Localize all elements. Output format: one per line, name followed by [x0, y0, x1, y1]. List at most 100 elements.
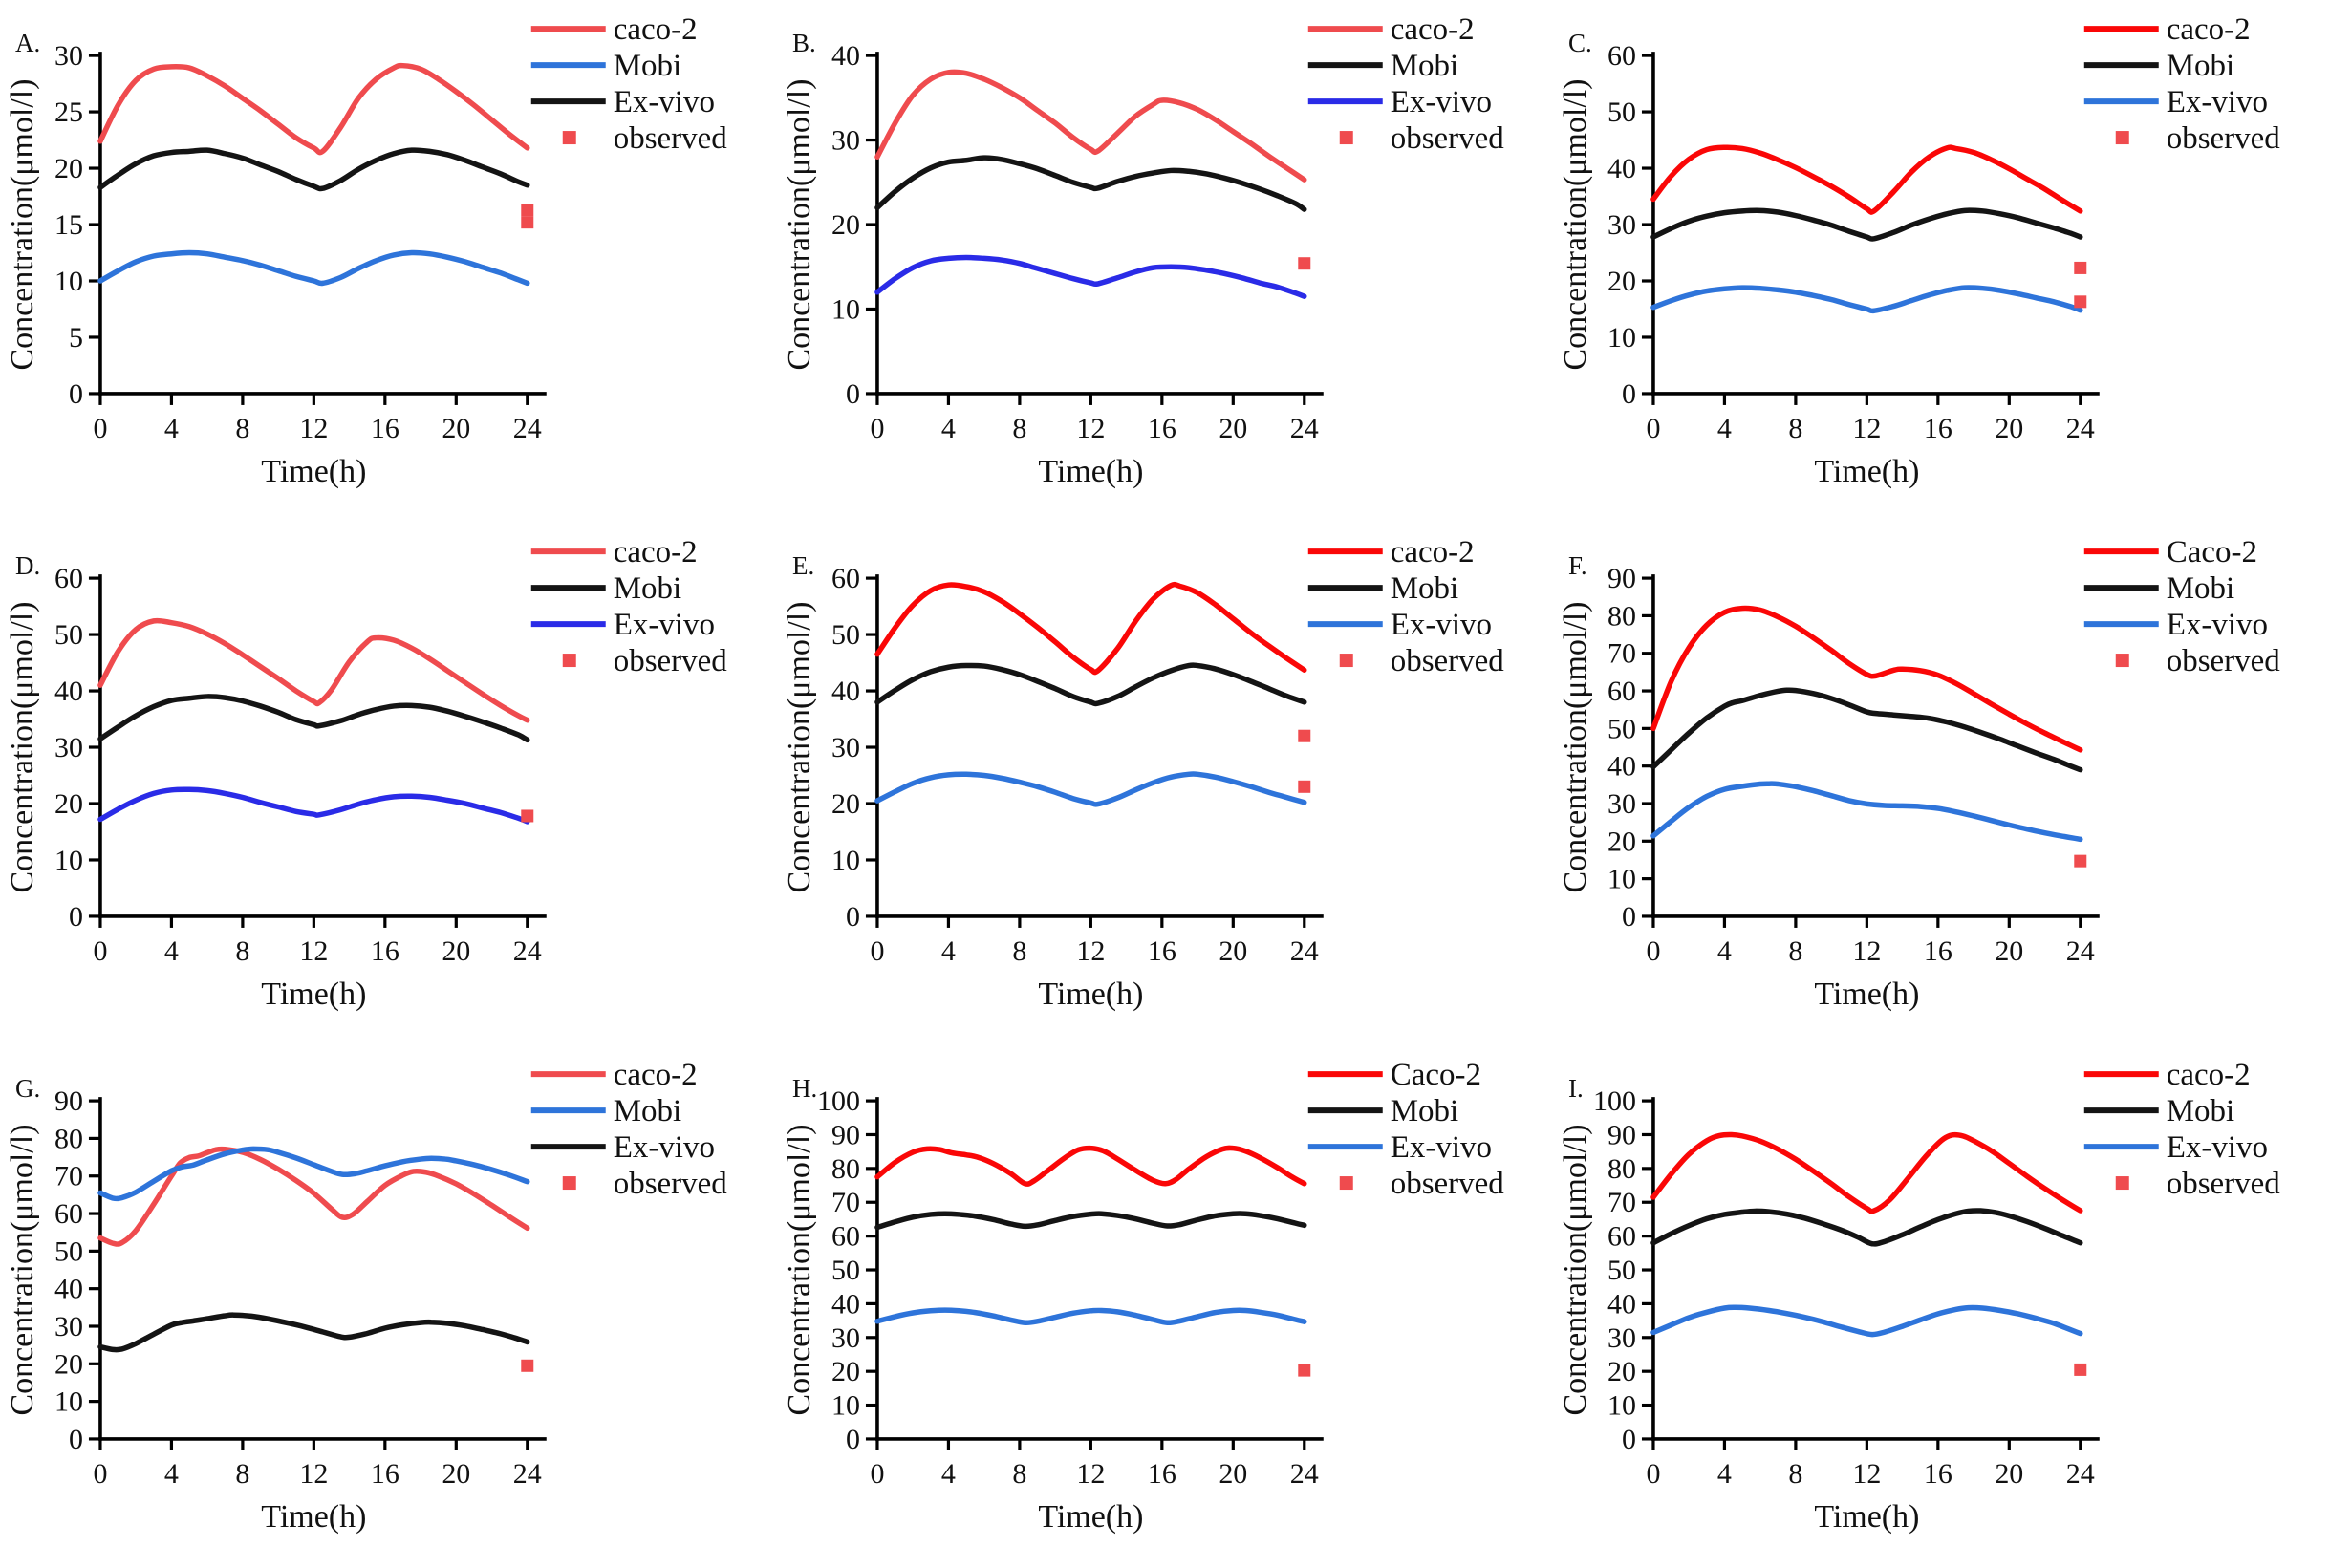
- x-tick-label: 16: [1148, 413, 1176, 444]
- series-line-mobi: [97, 1146, 530, 1202]
- series-line-mobi: [874, 155, 1307, 212]
- panel-h: H. 0 10 20 30 40 50 60 70 80 90 100 0 4 8 12 16 20 24 Time(…: [777, 1045, 1554, 1568]
- legend-observed-marker: [2116, 1176, 2130, 1191]
- series-line-caco-2: [1650, 1131, 2083, 1214]
- series-line-caco-2: [1650, 605, 2083, 753]
- legend-label: Mobi: [2167, 49, 2234, 83]
- y-tick-label: 10: [831, 1390, 860, 1422]
- y-axis-title: Concentration(μmol/l): [1558, 1125, 1593, 1416]
- chart-g: G. 0 10 20 30 40 50 60 70 80 90 0 4 8 12 16 20 24 Time(h) C…: [5, 1058, 727, 1535]
- x-tick-label: 8: [1012, 413, 1026, 444]
- x-tick-label: 12: [299, 935, 328, 967]
- legend-label: Mobi: [614, 49, 681, 83]
- y-tick-label: 0: [1622, 378, 1636, 410]
- legend-label: observed: [1390, 644, 1504, 678]
- y-tick-label: 20: [54, 153, 83, 184]
- y-tick-label: 30: [831, 125, 860, 157]
- x-tick-label: 16: [1924, 413, 1952, 444]
- x-tick-label: 20: [1219, 413, 1247, 444]
- legend-label: observed: [2167, 644, 2281, 678]
- x-tick-label: 0: [870, 413, 884, 444]
- legend-label: caco-2: [1390, 12, 1474, 47]
- legend-label: Mobi: [614, 1094, 681, 1128]
- y-tick-label: 20: [54, 1348, 83, 1380]
- y-tick-label: 60: [1607, 1221, 1636, 1253]
- x-tick-label: 0: [870, 935, 884, 967]
- x-tick-label: 0: [93, 935, 107, 967]
- chart-b: B. 0 10 20 30 40 0 4 8 12 16 20 24 Time(h) Concentrati…: [782, 12, 1504, 489]
- legend-observed-marker: [1339, 131, 1353, 145]
- observed-marker: [2074, 854, 2087, 868]
- legend-observed-marker: [562, 1176, 576, 1191]
- legend-label: caco-2: [614, 12, 698, 47]
- legend-label: caco-2: [2167, 1058, 2251, 1092]
- y-tick-label: 30: [1607, 1322, 1636, 1354]
- y-tick-label: 100: [1593, 1085, 1636, 1117]
- x-tick-label: 20: [442, 935, 470, 967]
- series-line-mobi: [874, 1211, 1307, 1231]
- y-tick-label: 0: [69, 1424, 83, 1455]
- legend-label: Mobi: [2167, 571, 2234, 606]
- series-line-caco-2: [1650, 144, 2083, 215]
- legend-label: Ex-vivo: [2167, 85, 2268, 119]
- legend-label: Mobi: [1390, 571, 1457, 606]
- y-axis-title: Concentration(μmol/l): [782, 602, 817, 893]
- y-axis-title: Concentration(μmol/l): [1558, 79, 1593, 371]
- legend-observed-marker: [562, 131, 576, 145]
- y-tick-label: 90: [831, 1119, 860, 1150]
- x-tick-label: 4: [164, 935, 179, 967]
- y-tick-label: 20: [831, 1356, 860, 1387]
- y-tick-label: 30: [54, 40, 83, 72]
- y-tick-label: 10: [54, 266, 83, 297]
- y-tick-label: 10: [831, 845, 860, 876]
- y-tick-label: 20: [1607, 826, 1636, 857]
- x-tick-label: 12: [1076, 1458, 1105, 1490]
- chart-e: E. 0 10 20 30 40 50 60 0 4 8 12 16 20 24 Time(h) Concent…: [782, 535, 1504, 1012]
- y-tick-label: 30: [1607, 209, 1636, 241]
- y-tick-label: 40: [831, 1288, 860, 1320]
- y-tick-label: 40: [1607, 751, 1636, 783]
- y-tick-label: 70: [1607, 638, 1636, 670]
- x-tick-label: 4: [941, 413, 956, 444]
- y-tick-label: 90: [1607, 1119, 1636, 1150]
- legend-label: Mobi: [2167, 1094, 2234, 1128]
- y-axis-title: Concentration(μmol/l): [1558, 602, 1593, 893]
- x-tick-label: 20: [1219, 935, 1247, 967]
- legend-label: observed: [2167, 1167, 2281, 1201]
- panel-a: A. 0 5 10 15 20 25 30 0 4 8 12 16 20 24 Time(h) Concentr…: [0, 0, 777, 523]
- y-tick-label: 15: [54, 209, 83, 241]
- series-line-caco-2: [874, 1145, 1307, 1187]
- x-tick-label: 24: [2066, 1458, 2095, 1490]
- y-tick-label: 100: [817, 1085, 860, 1117]
- x-tick-label: 0: [1647, 413, 1661, 444]
- y-tick-label: 40: [54, 1274, 83, 1305]
- legend-label: observed: [2167, 121, 2281, 156]
- y-tick-label: 60: [831, 1221, 860, 1253]
- x-tick-label: 12: [299, 413, 328, 444]
- x-tick-label: 20: [442, 413, 470, 444]
- observed-marker: [1297, 780, 1310, 793]
- observed-marker: [521, 809, 534, 823]
- y-tick-label: 80: [831, 1153, 860, 1185]
- x-axis-title: Time(h): [1815, 1499, 1920, 1535]
- x-tick-label: 16: [1148, 935, 1176, 967]
- observed-marker: [1297, 1364, 1310, 1377]
- y-tick-label: 90: [1607, 563, 1636, 594]
- x-tick-label: 4: [941, 935, 956, 967]
- series-line-ex-vivo: [1650, 285, 2083, 314]
- y-tick-label: 0: [1622, 1424, 1636, 1455]
- y-tick-label: 50: [54, 1235, 83, 1267]
- y-tick-label: 10: [1607, 1390, 1636, 1422]
- legend-label: observed: [1390, 1167, 1504, 1201]
- chart-a: A. 0 5 10 15 20 25 30 0 4 8 12 16 20 24 Time(h) Concentr…: [5, 12, 727, 489]
- legend-label: Ex-vivo: [614, 608, 715, 642]
- y-tick-label: 40: [1607, 153, 1636, 184]
- y-tick-label: 0: [69, 378, 83, 410]
- y-axis-title: Concentration(μmol/l): [5, 602, 40, 893]
- x-axis-title: Time(h): [1038, 454, 1143, 489]
- y-axis-title: Concentration(μmol/l): [5, 79, 40, 371]
- series-line-mobi: [1650, 1208, 2083, 1247]
- x-axis-title: Time(h): [1038, 1499, 1143, 1535]
